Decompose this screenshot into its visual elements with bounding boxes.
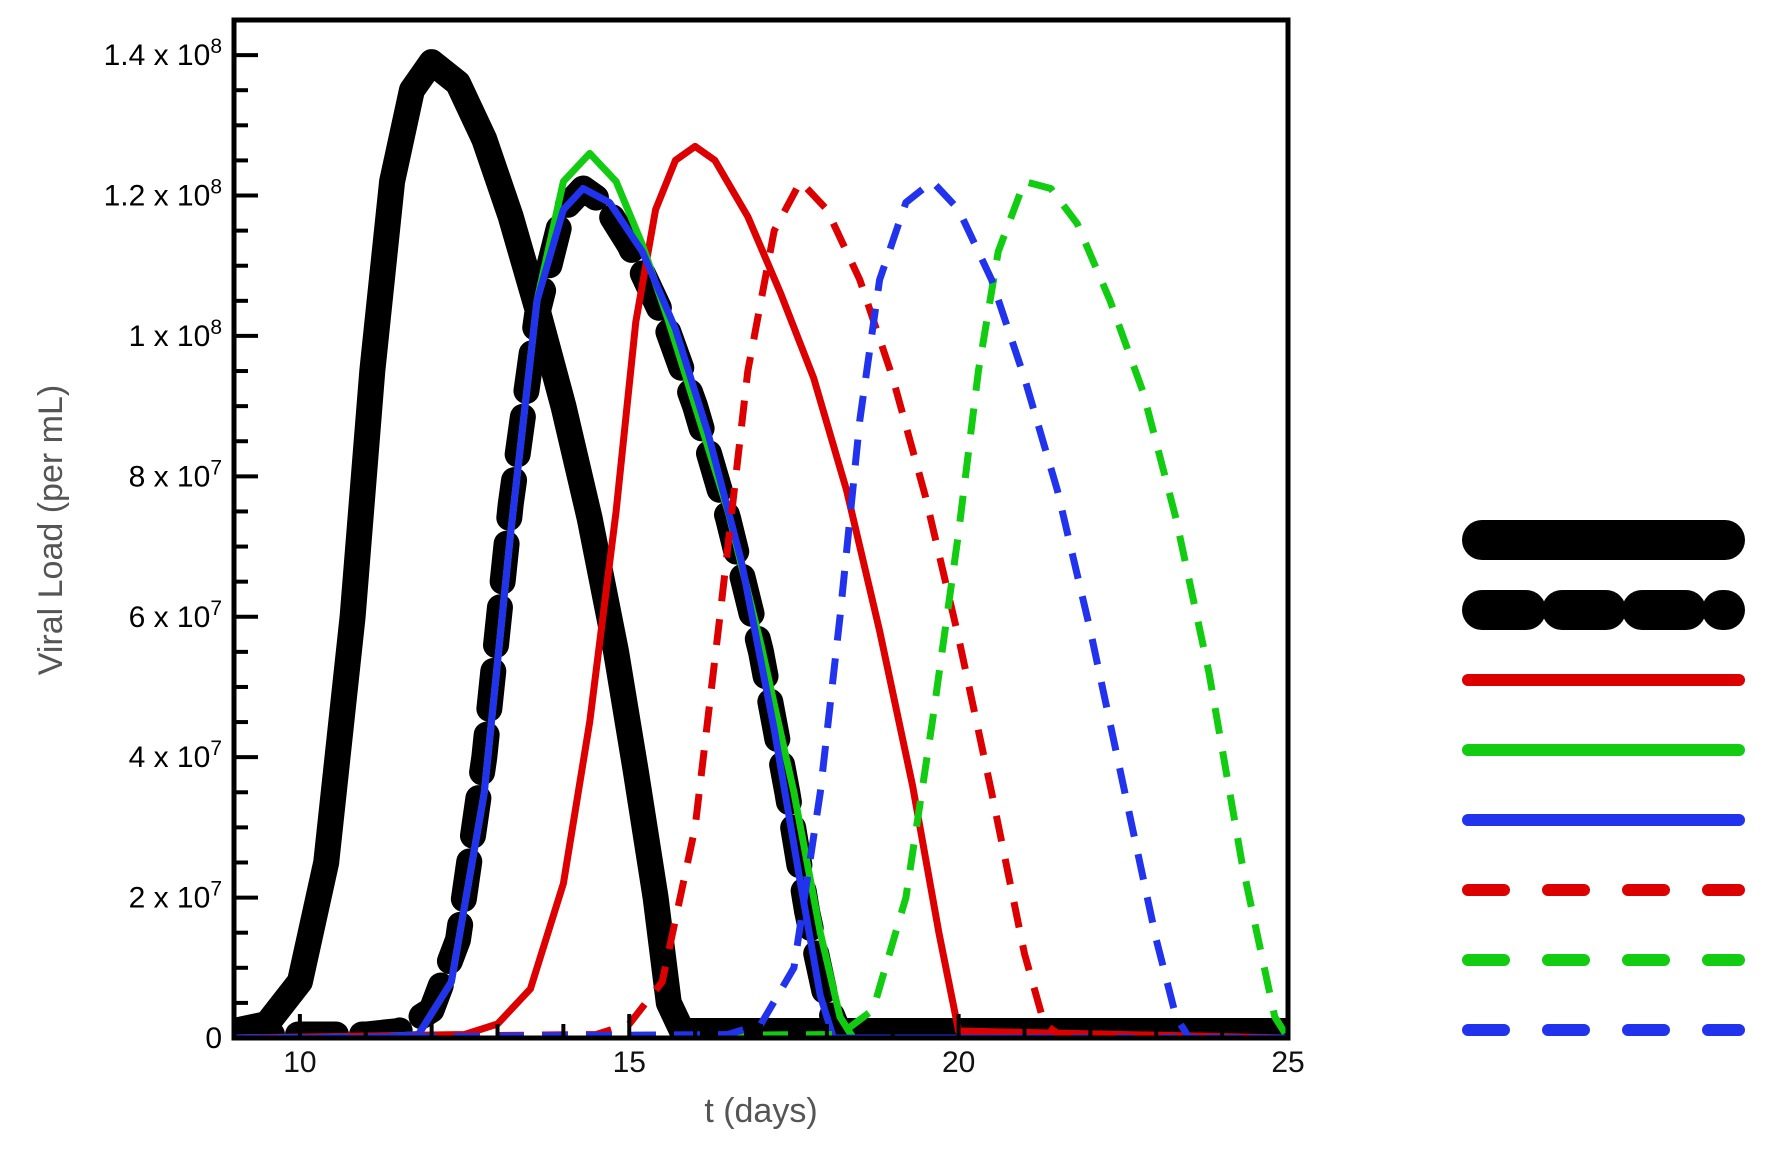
x-axis-title: t (days): [704, 1092, 817, 1130]
series-line-5: [234, 185, 1288, 1038]
series-line-6: [234, 178, 1288, 1038]
series-line-8: [234, 178, 1288, 1038]
y-tick-label: 0: [205, 1022, 222, 1055]
legend: [1462, 520, 1745, 1036]
labels-layer: 0 2 x 107 4 x 107 6 x 107 8 x 107 1 x 108 1.2 …: [104, 35, 1305, 1079]
series-line-3: [234, 142, 1288, 1038]
series-line-7: [234, 178, 1288, 1038]
y-tick-label: 4 x 107: [129, 737, 222, 774]
x-tick-label: 15: [613, 1046, 646, 1079]
series-layer: [234, 49, 1288, 1038]
ticks-layer: [232, 18, 1290, 1040]
x-tick-label: 10: [283, 1046, 316, 1079]
y-tick-label: 2 x 107: [129, 878, 222, 915]
x-tick-label: 20: [942, 1046, 975, 1079]
series-line-1: [234, 49, 1288, 1038]
y-tick-label: 1.2 x 108: [104, 176, 222, 213]
y-tick-label: 6 x 107: [129, 597, 222, 634]
y-tick-label: 1 x 108: [129, 316, 222, 353]
y-axis-title: Viral Load (per mL): [32, 385, 70, 675]
x-tick-label: 25: [1271, 1046, 1304, 1079]
y-tick-label: 8 x 107: [129, 456, 222, 493]
y-tick-label: 1.4 x 108: [104, 35, 222, 72]
